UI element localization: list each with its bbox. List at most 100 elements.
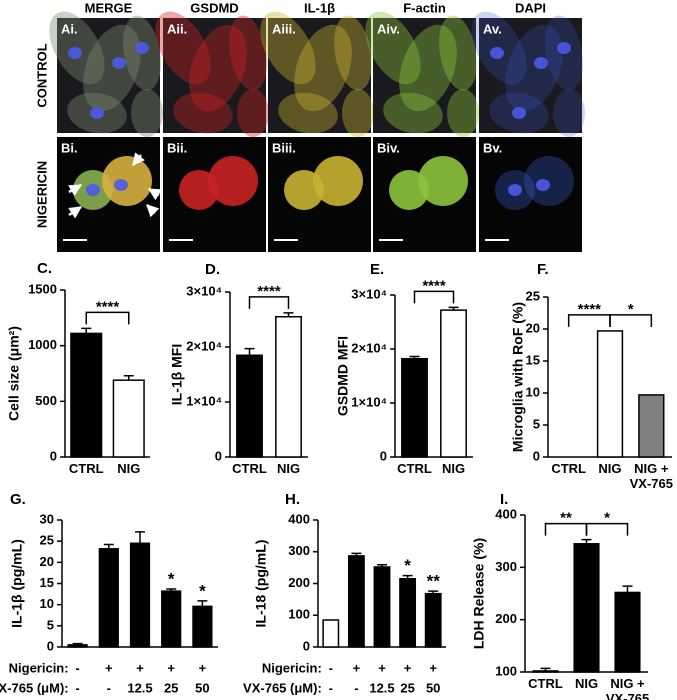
bar [192, 605, 213, 648]
y-tick-label: 2×10⁴ [351, 340, 387, 355]
error-bar [72, 642, 83, 645]
panel-id: Bv. [483, 140, 502, 155]
nucleus [114, 179, 128, 191]
significance-label: * [604, 510, 610, 527]
panel-label: G. [10, 491, 26, 508]
y-axis-title: GSDMD MFI [335, 336, 351, 416]
cell [505, 24, 563, 112]
nucleus [534, 57, 548, 69]
vx765-value: 50 [195, 680, 209, 695]
micrograph: Ai. [49, 11, 163, 137]
error-bar [402, 574, 413, 579]
y-tick-label: 10 [40, 596, 54, 611]
panel-id: Biii. [272, 140, 296, 155]
error-bar [409, 355, 420, 359]
x-category: CTRL [528, 676, 563, 691]
y-tick-label: 200 [495, 611, 517, 626]
y-tick-label: 400 [495, 506, 517, 521]
arrow [68, 183, 83, 197]
significance-label: * [199, 581, 206, 600]
row-label: VX-765 (μM): [0, 680, 69, 695]
micrograph: Aiii. [260, 11, 374, 137]
y-tick-label: 500 [35, 393, 57, 408]
nucleus [86, 184, 100, 196]
bar [638, 394, 665, 458]
significance-label: * [628, 301, 634, 318]
vx765-value: 12.5 [369, 680, 394, 695]
panel-label: D. [205, 261, 220, 278]
cell [313, 156, 363, 206]
error-bar [283, 312, 294, 317]
bar [596, 330, 624, 458]
bar [440, 309, 467, 458]
x-tick-label: CTRL [551, 461, 586, 476]
error-bar [622, 585, 633, 593]
nigericin-value: + [378, 660, 386, 675]
y-tick-label: 25 [526, 288, 540, 303]
nucleus [557, 42, 571, 54]
cell [418, 156, 468, 206]
cell [399, 24, 457, 112]
y-tick-label: 400 [288, 511, 310, 526]
nucleus [490, 47, 504, 59]
y-tick-label: 0 [533, 448, 540, 463]
x-category: NIG [442, 461, 465, 476]
x-tick-label: CTRL [528, 676, 563, 691]
nucleus [135, 42, 149, 54]
significance-bracket [585, 522, 629, 536]
cell [102, 156, 152, 206]
bar [98, 548, 119, 648]
micrograph: Av. [471, 11, 585, 137]
cell [208, 156, 258, 206]
cell [294, 24, 352, 112]
significance-bracket [413, 290, 455, 304]
vx765-value: - [107, 680, 111, 695]
row-label: Nigericin: [9, 660, 69, 675]
x-tick-label: CTRL [68, 461, 104, 476]
x-tick-label: NIG + VX-765 [605, 676, 650, 700]
x-category: CTRL [232, 461, 267, 476]
y-tick-label: 0 [380, 448, 387, 463]
significance-label: **** [96, 298, 120, 315]
x-category: NIG [598, 461, 621, 476]
x-tick-label: NIG [276, 461, 301, 476]
cell [334, 15, 372, 91]
nigericin-value: + [167, 660, 175, 675]
y-tick-label: 100 [495, 663, 517, 678]
y-tick-label: 1×10⁴ [351, 394, 387, 409]
x-tick-label: CTRL [232, 461, 267, 476]
panel-id: Aii. [167, 21, 187, 36]
cell [342, 89, 374, 137]
y-tick-label: 300 [288, 543, 310, 558]
vx765-value: - [354, 680, 358, 695]
significance-label: ** [560, 510, 572, 527]
cell [83, 24, 141, 112]
panel-label: C. [37, 260, 52, 277]
y-tick-label: 15 [526, 352, 540, 367]
column-header: DAPI [515, 0, 546, 15]
micrograph: Bi. [57, 137, 162, 252]
bar [399, 577, 417, 648]
y-tick-label: 2×10⁴ [186, 338, 222, 353]
significance-label: **** [578, 301, 602, 318]
nucleus [68, 47, 82, 59]
nigericin-value: + [105, 660, 113, 675]
significance-label: ** [427, 572, 441, 591]
error-bar [428, 590, 439, 594]
y-tick-label: 100 [288, 607, 310, 622]
nigericin-value: + [353, 660, 361, 675]
x-category: NIG [575, 676, 598, 691]
x-category: NIG + VX-765 [605, 676, 650, 700]
micrograph: Bii. [163, 137, 266, 252]
micrograph: Aiv. [365, 11, 479, 137]
vx765-value: - [329, 680, 333, 695]
panel-id: Biv. [377, 140, 400, 155]
y-tick-label: 0 [50, 448, 57, 463]
panel-id: Bii. [167, 140, 187, 155]
micrograph: Aii. [155, 11, 269, 137]
y-tick-label: 25 [40, 533, 54, 548]
vx765-value: 12.5 [127, 680, 152, 695]
vx765-value: 25 [164, 680, 178, 695]
panel-id: Aiii. [272, 21, 296, 36]
